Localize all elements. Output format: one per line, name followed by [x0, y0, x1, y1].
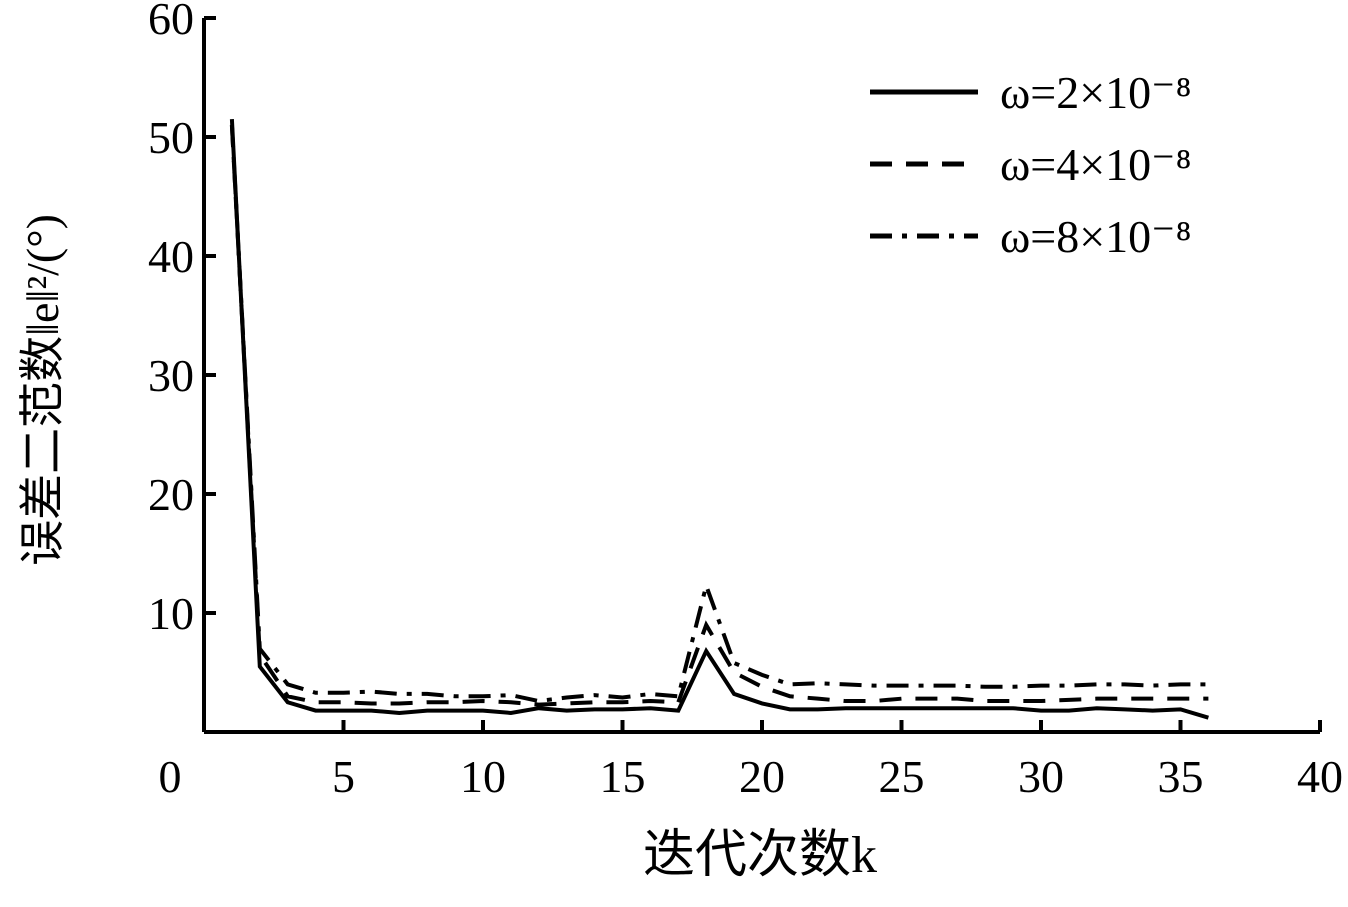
legend-label: ω=8×10⁻⁸ [1000, 211, 1191, 262]
legend-label: ω=2×10⁻⁸ [1000, 67, 1191, 118]
y-tick-label: 50 [148, 112, 194, 163]
y-tick-label: 60 [148, 0, 194, 44]
y-tick-label: 40 [148, 231, 194, 282]
x-tick-label: 35 [1158, 751, 1204, 802]
legend-label: ω=4×10⁻⁸ [1000, 139, 1191, 190]
x-tick-label: 0 [159, 751, 182, 802]
data-line [229, 119, 1209, 720]
y-tick-label: 30 [148, 350, 194, 401]
x-tick-label: 30 [1018, 751, 1064, 802]
x-tick-label: 25 [879, 751, 925, 802]
x-axis-label: 迭代次数k [643, 827, 877, 884]
data-line [229, 124, 1209, 707]
x-tick-label: 5 [332, 751, 355, 802]
y-tick-label: 20 [148, 469, 194, 520]
x-tick-label: 15 [600, 751, 646, 802]
x-tick-label: 20 [739, 751, 785, 802]
y-tick-label: 10 [148, 588, 194, 639]
x-tick-label: 10 [460, 751, 506, 802]
x-tick-label: 40 [1297, 751, 1343, 802]
data-line [229, 124, 1209, 704]
y-axis-label: 误差二范数‖e‖²/(°) [17, 214, 68, 566]
